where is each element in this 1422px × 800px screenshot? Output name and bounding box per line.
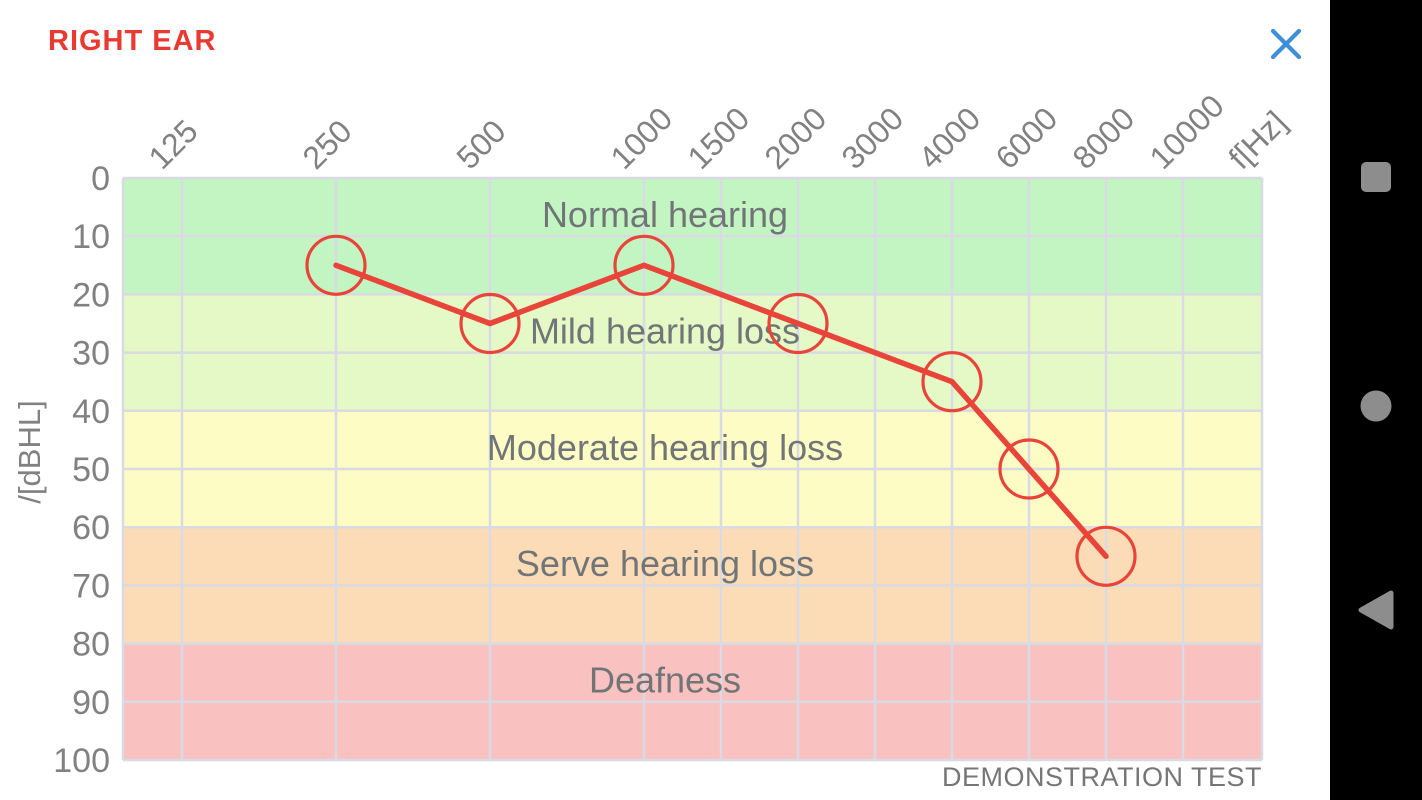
y-tick-label: 50 xyxy=(72,451,110,489)
y-tick-label: 60 xyxy=(72,509,110,547)
x-axis-unit-label: f[Hz] xyxy=(1221,104,1293,176)
data-point-marker xyxy=(998,438,1060,500)
band-label: Normal hearing xyxy=(542,194,788,235)
home-circle-icon xyxy=(1360,390,1392,422)
y-tick-label: 80 xyxy=(72,626,110,664)
x-tick-label: 2000 xyxy=(757,100,833,176)
recents-square-icon xyxy=(1361,162,1391,192)
band-label: Deafness xyxy=(589,660,741,701)
data-point-marker xyxy=(459,292,521,355)
x-tick-label: 500 xyxy=(449,113,512,176)
y-tick-label: 90 xyxy=(72,684,110,722)
band-label: Moderate hearing loss xyxy=(487,427,843,468)
y-tick-label: 0 xyxy=(91,160,110,198)
back-button[interactable] xyxy=(1330,575,1422,645)
demo-test-label: DEMONSTRATION TEST xyxy=(941,762,1262,792)
audiogram-chart: Normal hearing Mild hearing loss Moderate … xyxy=(12,88,1293,780)
x-tick-label: 1500 xyxy=(680,100,756,176)
x-tick-label: 4000 xyxy=(911,100,987,176)
x-tick-label: 125 xyxy=(141,113,204,176)
close-button[interactable] xyxy=(1264,22,1308,66)
band-label: Mild hearing loss xyxy=(530,310,800,351)
y-tick-label: 30 xyxy=(72,335,110,373)
page-title: RIGHT EAR xyxy=(48,25,217,57)
home-button[interactable] xyxy=(1330,371,1422,441)
y-tick-label: 10 xyxy=(72,218,110,256)
x-tick-label: 6000 xyxy=(988,100,1064,176)
y-tick-label: 70 xyxy=(72,567,110,605)
recents-button[interactable] xyxy=(1330,142,1422,212)
data-point-marker xyxy=(613,234,675,296)
data-point-marker xyxy=(767,292,829,355)
y-tick-label: 20 xyxy=(72,276,110,314)
data-point-marker xyxy=(305,234,367,296)
android-navigation-bar xyxy=(1330,0,1422,800)
threshold-line xyxy=(333,262,1109,560)
band-label: Serve hearing loss xyxy=(516,543,814,584)
x-tick-label: 1000 xyxy=(603,100,679,176)
x-tick-label: 250 xyxy=(295,113,358,176)
back-triangle-icon xyxy=(1358,590,1394,630)
x-tick-label: 8000 xyxy=(1065,100,1141,176)
y-tick-label: 100 xyxy=(53,742,110,780)
y-tick-label: 40 xyxy=(72,393,110,431)
data-point-marker xyxy=(921,351,983,413)
x-tick-label: 10000 xyxy=(1142,88,1230,176)
close-icon xyxy=(1270,28,1302,60)
x-tick-label: 3000 xyxy=(834,100,910,176)
data-point-marker xyxy=(1075,525,1137,587)
y-axis-unit-label: /[dBHL] xyxy=(12,400,47,503)
